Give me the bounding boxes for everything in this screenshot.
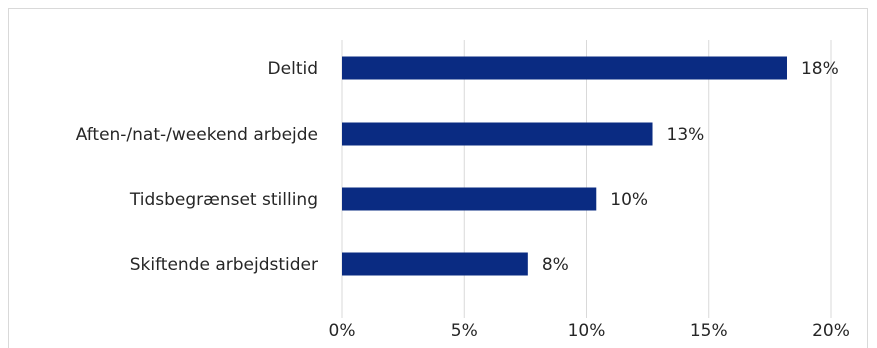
chart-frame xyxy=(8,8,868,348)
bar xyxy=(342,56,787,80)
category-label: Aften-/nat-/weekend arbejde xyxy=(76,125,318,145)
bar-chart: Deltid 18% Aften-/nat-/weekend arbejde 13% T… xyxy=(76,40,850,340)
category-label: Deltid xyxy=(268,59,318,79)
value-label: 10% xyxy=(610,190,648,210)
value-label: 8% xyxy=(542,255,569,275)
category-label: Skiftende arbejdstider xyxy=(130,255,318,275)
bar xyxy=(342,252,528,276)
x-tick-label: 10% xyxy=(568,321,606,340)
category-label: Tidsbegrænset stilling xyxy=(129,190,318,210)
x-tick-label: 0% xyxy=(329,321,356,340)
bar xyxy=(342,187,597,211)
x-tick-label: 15% xyxy=(690,321,728,340)
value-label: 18% xyxy=(801,59,839,79)
x-tick-label: 5% xyxy=(451,321,478,340)
x-tick-label: 20% xyxy=(812,321,850,340)
bar xyxy=(342,122,653,146)
value-label: 13% xyxy=(667,125,705,145)
